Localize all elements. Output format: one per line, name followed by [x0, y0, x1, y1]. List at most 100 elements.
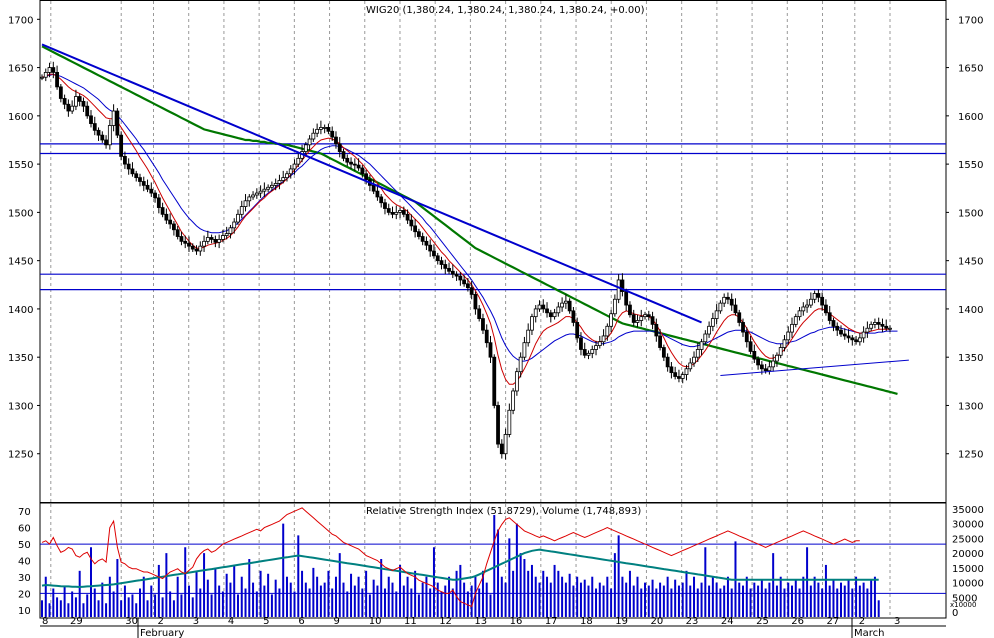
rsi-volume-title: Relative Strength Index (51.8729), Volum…	[366, 506, 641, 517]
candle-body	[741, 322, 745, 333]
candle-body	[820, 296, 825, 306]
price-chart-title: WIG20 (1,380.24, 1,380.24, 1,380.24, 1,3…	[366, 5, 645, 16]
candle-body	[322, 127, 327, 129]
candle-body	[563, 300, 568, 304]
x-day-label: 13	[474, 616, 487, 627]
price-ytick-right: 1400	[958, 305, 983, 316]
candle-body	[692, 356, 696, 364]
candle-body	[771, 360, 776, 368]
candle-body	[239, 206, 244, 215]
candle-body	[812, 293, 817, 300]
candle-body	[763, 368, 768, 372]
candle-body	[880, 323, 885, 327]
candle-body	[70, 105, 75, 112]
candle-body	[232, 221, 237, 229]
candle-body	[443, 264, 448, 269]
x-day-label: 27	[827, 616, 840, 627]
candle-body	[639, 316, 644, 321]
candle-body	[876, 322, 881, 325]
candle-body	[767, 366, 772, 372]
x-day-label: 2	[859, 616, 865, 627]
candle-body	[808, 298, 813, 306]
candle-body	[292, 163, 297, 170]
candle-body	[499, 443, 504, 455]
candle-body	[786, 331, 791, 341]
candle-body	[586, 352, 591, 356]
x-day-label: 24	[721, 616, 734, 627]
candle-body	[488, 342, 493, 358]
candle-body	[605, 325, 610, 337]
candle-body	[722, 296, 727, 304]
x-axis: 8 29 30 2 3 4 5 6 9 10 11 12 13 16 17 18 19 20 23 24 25 26 27 2…	[40, 616, 946, 638]
candle-body	[130, 168, 135, 175]
candle-body	[119, 134, 124, 157]
volume-ytick: 20000	[952, 549, 984, 560]
rsi-line	[41, 507, 860, 608]
candle-body	[168, 219, 173, 225]
x-day-label: 9	[334, 616, 340, 627]
candle-body	[688, 362, 693, 370]
candle-body	[677, 376, 681, 379]
candle-body	[390, 211, 395, 215]
candle-body	[179, 236, 184, 242]
rsi-ytick: 30	[18, 573, 31, 584]
candle-body	[635, 320, 640, 323]
candle-body	[194, 248, 199, 252]
candle-body	[243, 200, 248, 207]
candle-body	[156, 197, 161, 208]
candle-body	[224, 233, 229, 236]
price-ytick-left: 1300	[8, 401, 33, 412]
candle-body	[409, 219, 414, 227]
candle-body	[726, 296, 730, 300]
candle-body	[518, 356, 523, 373]
candle-body	[628, 304, 632, 316]
x-day-label: 16	[510, 616, 523, 627]
x-day-label: 12	[439, 616, 452, 627]
candle-body	[556, 306, 561, 314]
candle-body	[85, 105, 90, 117]
candle-body	[854, 339, 858, 343]
candle-body	[420, 236, 425, 242]
candle-body	[92, 123, 97, 131]
candle-body	[850, 337, 855, 341]
candle-body	[744, 331, 749, 343]
volume-ytick: 30000	[952, 520, 984, 531]
candle-body	[492, 356, 497, 406]
candle-body	[658, 335, 662, 348]
candle-body	[756, 358, 760, 366]
price-ytick-right: 1300	[958, 401, 983, 412]
candle-body	[100, 134, 105, 141]
candle-body	[371, 184, 376, 192]
candle-body	[383, 202, 387, 209]
candle-body	[81, 100, 86, 107]
candle-body	[594, 345, 598, 350]
candle-body	[729, 298, 734, 306]
price-ytick-right: 1450	[958, 257, 983, 268]
price-ytick-left: 1550	[8, 160, 33, 171]
candle-body	[590, 349, 595, 354]
candle-body	[277, 180, 282, 184]
candle-body	[778, 347, 783, 356]
candle-body	[661, 347, 666, 358]
candle-body	[435, 255, 440, 262]
candle-body	[699, 341, 704, 350]
candle-body	[416, 231, 421, 237]
rsi-ytick: 60	[18, 524, 31, 535]
candle-body	[465, 283, 470, 289]
candle-body	[43, 72, 48, 78]
candle-body	[793, 316, 798, 325]
candle-body	[797, 310, 802, 318]
x-day-label: 20	[650, 616, 663, 627]
rsi-volume-panel: 10 20 30 40 50 60 70 0 5000 10000 15000 20000 25000 3…	[18, 502, 984, 619]
price-ytick-left: 1250	[8, 450, 33, 461]
candle-body	[236, 213, 240, 223]
candle-body	[134, 173, 139, 179]
price-ytick-left: 1500	[8, 208, 33, 219]
candle-body	[51, 67, 56, 73]
candle-body	[386, 208, 391, 213]
candle-body	[831, 320, 836, 327]
candle-body	[270, 184, 274, 188]
candle-body	[228, 227, 233, 235]
candle-body	[138, 177, 142, 182]
candle-body	[104, 139, 108, 146]
